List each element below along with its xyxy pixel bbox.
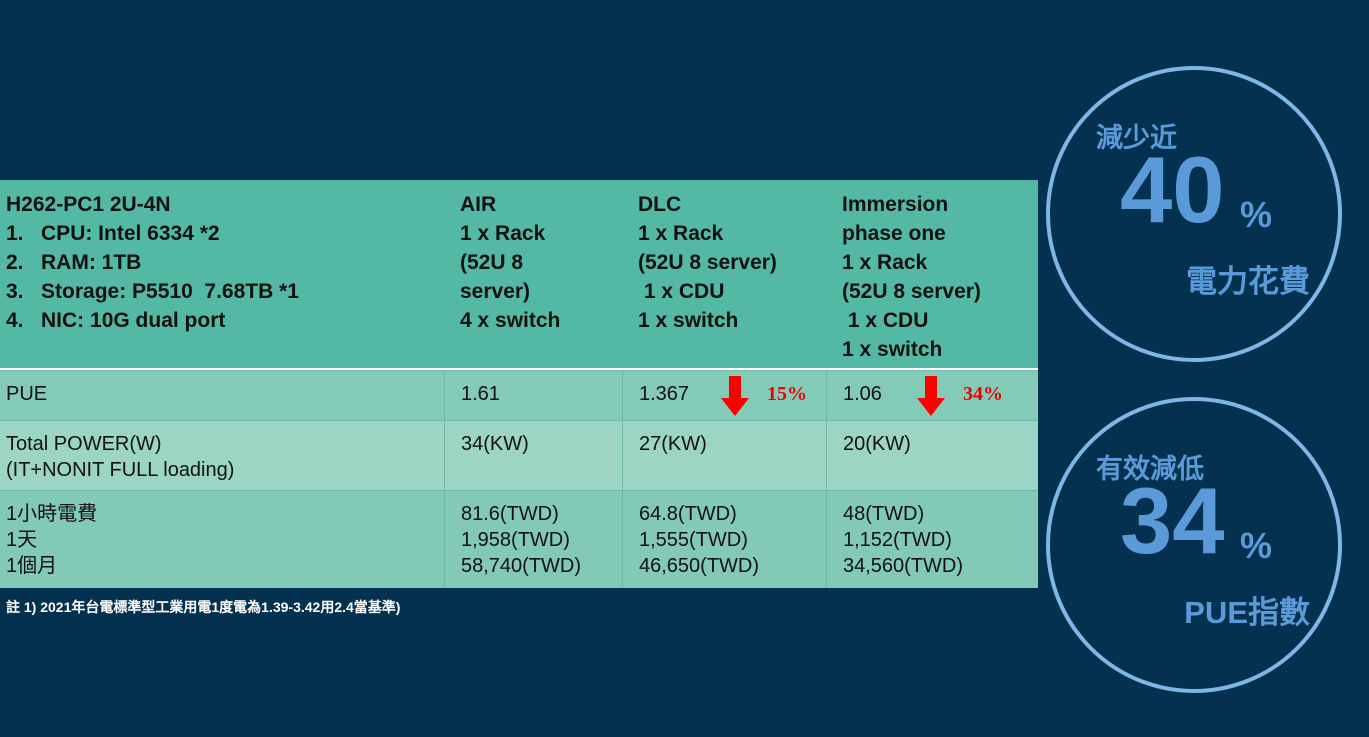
header-cell: AIR 1 x Rack (52U 8 server) 4 x switch: [444, 180, 622, 370]
cell-line: 48(TWD): [843, 503, 925, 525]
cell-line: 1.06: [843, 383, 882, 405]
table-cell: 1小時電費 1天 1個月: [0, 490, 444, 588]
table-cell: 1.367: [622, 370, 826, 420]
header-line: AIR: [460, 193, 497, 216]
header-line: (52U 8 server): [638, 251, 777, 274]
cell-line: 1.61: [461, 383, 500, 405]
cell-line: 1,958(TWD): [461, 529, 570, 551]
cell-line: (IT+NONIT FULL loading): [6, 459, 235, 481]
arrow-shape: [721, 376, 749, 416]
header-line: Immersion: [842, 193, 949, 216]
header-line: 1 x CDU: [638, 280, 725, 303]
header-cell: H262-PC1 2U-4N 1. CPU: Intel 6334 *2 2. RA…: [0, 180, 444, 370]
badge-circle: 減少近 40% 電力花費: [1046, 66, 1342, 362]
header-line: 1 x Rack: [638, 222, 724, 245]
cell-line: 81.6(TWD): [461, 503, 559, 525]
cell-line: 1.367: [639, 383, 690, 405]
divider: [0, 368, 1038, 371]
cell-line: 1,152(TWD): [843, 529, 952, 551]
pue-change: 34%: [963, 383, 1003, 405]
badge-top: 有效減低: [1096, 454, 1204, 484]
badge-number: 40: [1120, 137, 1225, 242]
header-line: 1. CPU: Intel 6334 *2: [6, 222, 220, 245]
header-line: phase one: [842, 222, 946, 245]
badge-top: 減少近: [1096, 123, 1177, 153]
header-line: 2. RAM: 1TB: [6, 251, 142, 274]
header-line: 1 x Rack: [842, 251, 928, 274]
badge-bottom: PUE指數: [1184, 595, 1310, 630]
table-cell: 1.61: [444, 370, 622, 420]
table-cell: 20(KW): [826, 420, 1038, 490]
cell-line: PUE: [6, 383, 48, 405]
header-line: 3. Storage: P5510 7.68TB *1: [6, 280, 299, 303]
header-line: H262-PC1 2U-4N: [6, 193, 171, 216]
badge-unit: %: [1240, 525, 1273, 566]
badge-unit: %: [1240, 194, 1273, 235]
table-cell: Total POWER(W) (IT+NONIT FULL loading): [0, 420, 444, 490]
table-cell: PUE: [0, 370, 444, 420]
header-line: 4. NIC: 10G dual port: [6, 309, 226, 332]
down-arrow: [917, 376, 945, 416]
cell-line: 58,740(TWD): [461, 555, 582, 577]
table-cell: 64.8(TWD) 1,555(TWD) 46,650(TWD): [622, 490, 826, 588]
cell-line: 34,560(TWD): [843, 555, 964, 577]
table-cell: 81.6(TWD) 1,958(TWD) 58,740(TWD): [444, 490, 622, 588]
down-arrow: [721, 376, 749, 416]
cell-line: 27(KW): [639, 433, 707, 455]
badge-number: 34: [1120, 468, 1225, 573]
table-cell: 48(TWD) 1,152(TWD) 34,560(TWD): [826, 490, 1038, 588]
footnote: 註 1) 2021年台電標準型工業用電1度電為1.39-3.42用2.4當基準): [6, 599, 401, 615]
header-cell: DLC 1 x Rack (52U 8 server) 1 x CDU 1 x swi…: [622, 180, 826, 370]
header-line: server): [460, 280, 531, 303]
header-line: 1 x CDU: [842, 309, 929, 332]
header-line: 4 x switch: [460, 309, 561, 332]
cell-line: 1天: [6, 529, 38, 551]
cell-line: 1個月: [6, 555, 58, 577]
cell-line: 46,650(TWD): [639, 555, 760, 577]
header-line: (52U 8 server): [842, 280, 981, 303]
badge-bottom: 電力花費: [1186, 264, 1310, 299]
cell-line: Total POWER(W): [6, 433, 162, 455]
header-line: DLC: [638, 193, 682, 216]
cell-line: 1小時電費: [6, 503, 98, 525]
header-line: 1 x Rack: [460, 222, 546, 245]
cell-line: 20(KW): [843, 433, 911, 455]
cell-line: 34(KW): [461, 433, 529, 455]
cell-line: 64.8(TWD): [639, 503, 737, 525]
table-cell: 27(KW): [622, 420, 826, 490]
header-line: 1 x switch: [638, 309, 739, 332]
badge-circle: 有效減低 34% PUE指數: [1046, 397, 1342, 693]
header-line: (52U 8: [460, 251, 524, 274]
arrow-shape: [917, 376, 945, 416]
table-cell: 34(KW): [444, 420, 622, 490]
header-cell: Immersion phase one 1 x Rack (52U 8 server)…: [826, 180, 1038, 370]
header-line: 1 x switch: [842, 338, 943, 361]
pue-change: 15%: [767, 383, 807, 405]
cell-line: 1,555(TWD): [639, 529, 748, 551]
